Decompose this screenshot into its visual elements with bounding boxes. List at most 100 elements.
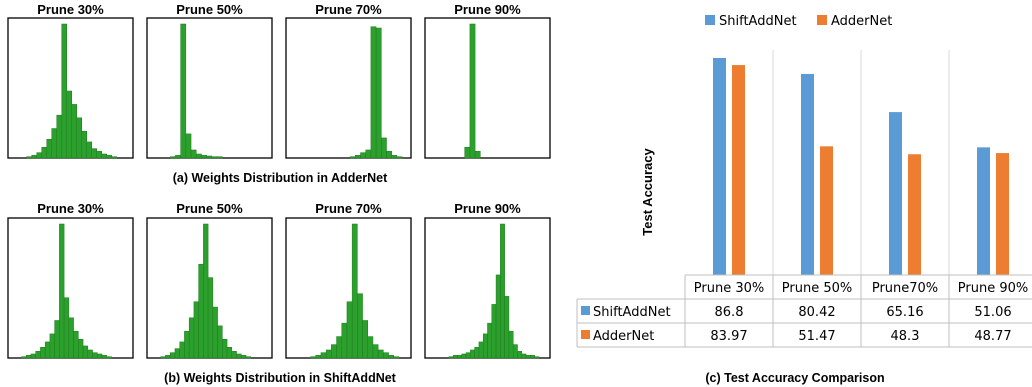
data-label: 51.47 — [798, 329, 835, 344]
histogram-bin — [201, 155, 207, 159]
category-label: Prune 30% — [694, 281, 764, 296]
histogram-bin — [81, 130, 87, 159]
histogram-bin — [241, 355, 247, 359]
bar-addernet — [996, 153, 1009, 275]
histogram-bin — [212, 306, 218, 359]
histogram-bin — [86, 141, 92, 159]
histogram-bin — [231, 351, 237, 359]
histogram-bin — [92, 352, 98, 359]
histogram-bin — [206, 155, 213, 159]
histogram-bin — [97, 353, 103, 359]
histogram-bin — [357, 293, 363, 359]
histogram-bin — [508, 330, 514, 359]
bar-addernet — [908, 154, 921, 275]
histogram-bin — [49, 333, 55, 359]
subplot-title: Prune 30% — [37, 201, 104, 216]
histogram-bin — [30, 353, 36, 359]
histogram-bin — [54, 320, 60, 359]
histogram-bin — [175, 155, 181, 159]
histogram-subplot: Prune 70% — [285, 201, 412, 359]
histogram-bin — [44, 341, 51, 359]
subplot-frame — [424, 17, 551, 159]
histogram-bin — [198, 263, 204, 359]
histogram-bin — [96, 151, 102, 159]
histogram-bin — [63, 297, 70, 359]
series-name: ShiftAddNet — [593, 305, 671, 320]
histogram-bin — [478, 341, 484, 359]
histogram-bin — [180, 23, 187, 159]
histogram-bin — [169, 352, 176, 359]
subplot-title: Prune 90% — [454, 2, 521, 17]
histogram-bin — [59, 223, 65, 359]
data-table: Prune 30% Prune 50% Prune70% Prune 90% Shift… — [576, 274, 1032, 348]
y-axis-label: Test Accuracy — [640, 148, 655, 236]
histogram-bin — [512, 344, 518, 359]
histogram-bin — [236, 353, 242, 359]
category-label: Prune 90% — [958, 281, 1028, 296]
histogram-bin — [222, 338, 228, 359]
histogram-bin — [68, 317, 74, 359]
data-label: 80.42 — [798, 305, 835, 320]
histogram-bin — [25, 355, 32, 359]
data-label: 48.3 — [891, 329, 920, 344]
histogram-bin — [91, 148, 97, 159]
histogram-bin — [315, 355, 322, 359]
histogram-bin — [388, 355, 394, 359]
legend-label: ShiftAddNet — [719, 14, 797, 29]
histogram-subplot: Prune 30% — [7, 2, 134, 159]
histogram-bin — [211, 156, 218, 159]
series-swatch — [581, 330, 590, 339]
histogram-bin — [336, 336, 342, 359]
histogram-subplot: Prune 90% — [424, 2, 551, 159]
histogram-bin — [500, 223, 505, 359]
histogram-subplot: Prune 50% — [146, 2, 273, 159]
histogram-bin — [36, 152, 42, 159]
data-label: 83.97 — [710, 329, 747, 344]
data-label: 51.06 — [974, 305, 1011, 320]
histogram-subplot: Prune 70% — [285, 2, 412, 159]
histogram-bin — [360, 152, 366, 159]
histogram-bin — [207, 277, 214, 359]
accuracy-chart: ShiftAddNet AdderNet Test Accuracy Prune … — [576, 14, 1032, 348]
histogram-bin — [193, 301, 199, 359]
histogram-bin — [106, 155, 112, 159]
histogram-bin — [76, 117, 82, 159]
histogram-bin — [474, 151, 481, 159]
series-name: AdderNet — [593, 329, 654, 344]
histogram-bin — [341, 322, 348, 359]
histogram-bin — [381, 137, 387, 159]
histogram-bin — [448, 356, 454, 359]
histogram-bin — [469, 23, 476, 159]
histogram-bin — [383, 352, 389, 359]
legend: ShiftAddNet AdderNet — [705, 14, 892, 29]
bar-shiftaddnet — [713, 58, 726, 275]
histogram-bin — [188, 317, 195, 359]
histogram-bin — [35, 351, 41, 359]
histogram-bin — [362, 320, 368, 359]
histogram-bin — [491, 304, 497, 359]
subplot-title: Prune 30% — [37, 2, 104, 17]
histogram-bin — [396, 156, 403, 159]
histogram-bin — [106, 356, 112, 359]
histogram-bin — [217, 325, 223, 359]
histogram-bin — [487, 322, 493, 359]
histogram-bin — [245, 356, 251, 359]
histogram-bin — [82, 345, 89, 359]
histograms-addernet: Prune 30% Prune 50% Prune 70% Prune 90% — [7, 2, 551, 159]
histogram-bin — [40, 347, 46, 359]
histogram-bin — [101, 153, 107, 159]
subplot-frame — [285, 17, 412, 159]
histogram-bin — [203, 223, 209, 359]
histogram-bin — [495, 274, 501, 359]
subplot-title: Prune 50% — [176, 2, 243, 17]
caption-b: (b) Weights Distribution in ShiftAddNet — [164, 371, 397, 385]
histogram-subplot: Prune 30% — [7, 201, 134, 359]
histogram-bin — [41, 147, 47, 159]
histogram-bin — [101, 355, 108, 359]
histogram-bin — [165, 355, 171, 359]
histogram-bin — [474, 347, 480, 359]
bar-addernet — [820, 146, 833, 275]
histogram-bin — [46, 138, 52, 159]
histogram-bin — [190, 149, 197, 159]
histogram-bin — [461, 353, 467, 359]
